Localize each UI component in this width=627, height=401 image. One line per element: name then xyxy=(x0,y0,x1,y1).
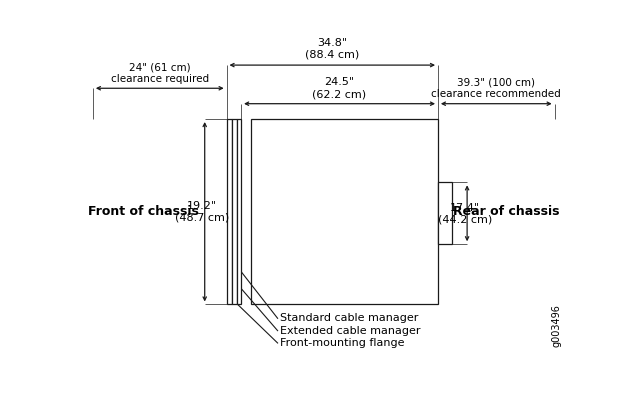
Bar xyxy=(438,182,451,244)
Bar xyxy=(237,119,241,304)
Text: Standard cable manager: Standard cable manager xyxy=(280,313,418,323)
Text: Front of chassis: Front of chassis xyxy=(88,205,199,218)
Bar xyxy=(233,119,237,304)
Text: Extended cable manager: Extended cable manager xyxy=(280,326,421,336)
Text: g003496: g003496 xyxy=(552,305,562,347)
Text: 19.2"
(48.7 cm): 19.2" (48.7 cm) xyxy=(175,201,229,223)
Bar xyxy=(251,119,438,304)
Text: Rear of chassis: Rear of chassis xyxy=(453,205,559,218)
Bar xyxy=(226,119,233,304)
Text: 17.4"
(44.2 cm): 17.4" (44.2 cm) xyxy=(438,203,492,224)
Text: Front-mounting flange: Front-mounting flange xyxy=(280,338,404,348)
Text: 39.3" (100 cm)
clearance recommended: 39.3" (100 cm) clearance recommended xyxy=(431,77,561,99)
Text: 24" (61 cm)
clearance required: 24" (61 cm) clearance required xyxy=(111,62,209,84)
Text: 34.8"
(88.4 cm): 34.8" (88.4 cm) xyxy=(305,38,359,59)
Text: 24.5"
(62.2 cm): 24.5" (62.2 cm) xyxy=(312,77,367,99)
